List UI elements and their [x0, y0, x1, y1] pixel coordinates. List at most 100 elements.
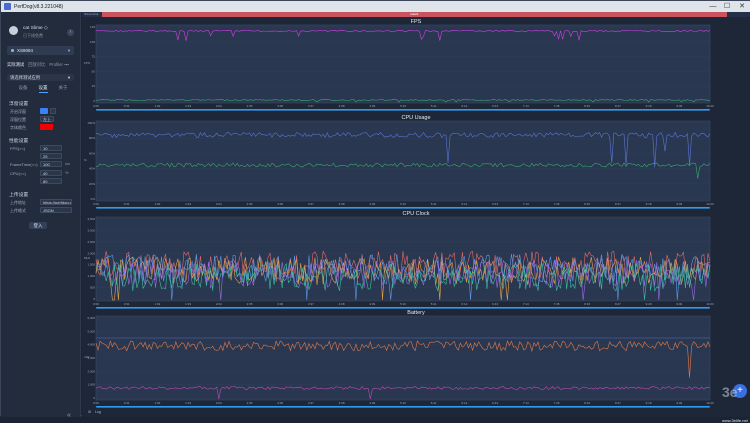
x-tick-label: 10:20 — [706, 302, 714, 306]
y-tick-label: 40% — [89, 167, 95, 171]
panel-frame — [95, 120, 711, 202]
upload-format-label: 上传格式 — [10, 208, 26, 213]
x-tick-label: 9:18 — [646, 302, 652, 306]
x-tick-label: 10:20 — [706, 104, 714, 108]
panel-title: CPU Clock — [403, 211, 430, 217]
tab-realtime[interactable]: 实际测试 — [7, 62, 25, 67]
y-tick-label: 500 — [90, 286, 95, 290]
minimize-button[interactable]: — — [709, 3, 717, 10]
x-tick-label: 7:14 — [523, 202, 529, 206]
add-chart-button[interactable]: + — [733, 384, 747, 398]
performance-charts[interactable]: FPS 125 100 75 50 25 0 FPS 0:00 0:31 1:02 1:33 2:04 2… — [82, 17, 750, 413]
x-tick-label: 8:16 — [584, 401, 590, 405]
cpu-threshold2-input[interactable]: 80 — [40, 178, 62, 184]
float-position-select[interactable]: 左上 — [40, 116, 54, 122]
tab-profiler[interactable]: Profiler ▪▪▪ — [49, 62, 69, 67]
float-position-row: 浮窗位置 左上 — [10, 116, 76, 124]
y-tick-label: 1,500 — [87, 263, 95, 267]
font-color-swatch[interactable] — [40, 124, 53, 130]
x-tick-label: 5:10 — [400, 401, 406, 405]
x-tick-label: 2:35 — [247, 202, 253, 206]
tab-replay[interactable]: 回放对比 — [28, 62, 46, 67]
battery-power-series-line — [95, 340, 711, 378]
x-tick-label: 4:39 — [369, 401, 375, 405]
x-tick-label: 8:47 — [615, 401, 621, 405]
x-tick-label: 8:16 — [584, 104, 590, 108]
x-tick-label: 8:47 — [615, 302, 621, 306]
timeline-slider — [96, 406, 710, 408]
device-select[interactable]: XS8084 ▼ — [7, 46, 74, 55]
y-tick-label: 20% — [89, 182, 95, 186]
timeline-slider — [96, 109, 710, 111]
mode-tabs: 实际测试 回放对比 Profiler ▪▪▪ — [7, 62, 77, 68]
log-label[interactable]: Log — [95, 410, 101, 414]
battery-current-series-line — [95, 385, 711, 400]
y-tick-label: 1,000 — [87, 383, 95, 387]
label-bar[interactable]: label1 — [102, 12, 727, 17]
close-button[interactable]: ✕ — [739, 3, 745, 10]
x-tick-label: 6:12 — [461, 104, 467, 108]
user-menu-button[interactable]: › — [67, 29, 74, 36]
x-tick-label: 6:43 — [492, 104, 498, 108]
x-tick-label: 6:12 — [461, 202, 467, 206]
tab-device[interactable]: 设备 — [18, 85, 28, 90]
x-tick-label: 5:41 — [431, 202, 437, 206]
y-tick-label: 3,000 — [87, 228, 95, 232]
watermark-logo: 3e — [722, 384, 738, 400]
x-tick-label: 9:18 — [646, 401, 652, 405]
tab-about[interactable]: 关于 — [58, 85, 68, 90]
y-tick-label: 2,000 — [87, 251, 95, 255]
font-color-label: 字体颜色 — [10, 125, 26, 130]
x-tick-label: 5:10 — [400, 202, 406, 206]
font-color-row: 字体颜色 — [10, 124, 76, 132]
x-tick-label: 7:14 — [523, 302, 529, 306]
upload-url-label: 上传地址 — [10, 200, 26, 205]
user-profile[interactable]: cat Slime ◇ 已下线免费 — [9, 26, 73, 40]
y-tick-label: 4,000 — [87, 343, 95, 347]
x-tick-label: 2:35 — [247, 401, 253, 405]
user-status: 已下线免费 — [23, 33, 43, 38]
frametime-input[interactable]: 100 — [40, 161, 62, 167]
x-tick-label: 1:33 — [185, 302, 191, 306]
login-button[interactable]: 登入 — [29, 222, 47, 229]
float-enable-toggle[interactable] — [40, 108, 48, 114]
x-tick-label: 10:20 — [706, 401, 714, 405]
app-select[interactable]: 请选择测试应用 ▼ — [7, 74, 74, 81]
x-tick-label: 6:12 — [461, 302, 467, 306]
log-icon[interactable]: ⚙ — [88, 410, 92, 414]
fps-threshold2-input[interactable]: 25 — [40, 153, 62, 159]
cpu-threshold-input[interactable]: 40 — [40, 170, 62, 176]
x-tick-label: 0:31 — [124, 202, 130, 206]
panel-title: FPS — [411, 19, 422, 25]
upload-format-select[interactable]: JSON — [40, 207, 72, 213]
y-tick-label: 25 — [92, 84, 96, 88]
tab-settings[interactable]: 设置 — [38, 85, 48, 93]
x-tick-label: 4:08 — [339, 202, 345, 206]
x-tick-label: 5:10 — [400, 104, 406, 108]
cpu-app-series-line — [95, 162, 711, 179]
chart-area: ScreenOut label1 FPS 125 100 75 50 25 0 FPS 0:00… — [82, 12, 750, 423]
x-tick-label: 3:06 — [277, 202, 283, 206]
upload-url-input[interactable]: https://perfdog.q — [40, 199, 72, 205]
x-tick-label: 8:16 — [584, 202, 590, 206]
y-unit-label: MHz — [84, 256, 91, 260]
y-tick-label: 6,000 — [87, 316, 95, 320]
x-tick-label: 6:12 — [461, 401, 467, 405]
cpu-threshold2-row: 80 — [10, 178, 76, 186]
x-tick-label: 2:04 — [216, 401, 222, 405]
maximize-button[interactable]: ☐ — [723, 3, 731, 10]
float-enable-checkbox[interactable] — [50, 108, 56, 114]
y-tick-label: 1,000 — [87, 274, 95, 278]
user-name: cat Slime ◇ — [23, 26, 48, 31]
avatar[interactable] — [9, 26, 18, 35]
sidebar: cat Slime ◇ 已下线免费 › XS8084 ▼ 实际测试 回放对比 P… — [1, 12, 81, 419]
x-tick-label: 2:04 — [216, 302, 222, 306]
y-tick-label: 0 — [93, 99, 95, 103]
upload-format-row: 上传格式 JSON — [10, 207, 76, 215]
x-tick-label: 1:02 — [154, 401, 160, 405]
x-tick-label: 3:37 — [308, 302, 314, 306]
fps-threshold-input[interactable]: 10 — [40, 145, 62, 151]
x-tick-label: 8:16 — [584, 302, 590, 306]
bottom-bar: ⚙ Log — [82, 408, 750, 417]
